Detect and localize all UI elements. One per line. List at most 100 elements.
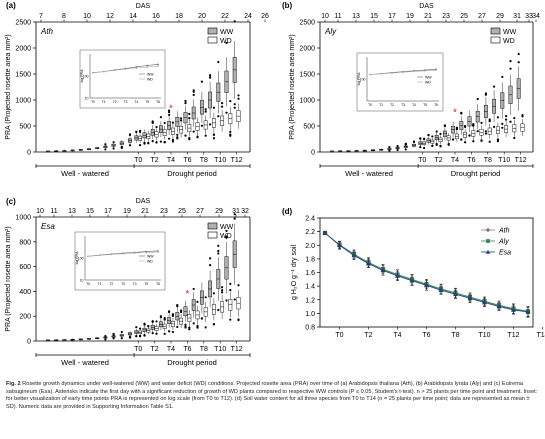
outlier-point [229, 289, 232, 292]
y-tick-label: 500 [303, 124, 315, 131]
inset-series-wd-point [135, 67, 138, 69]
inset-legend-wd: WD [147, 260, 153, 264]
top-tick-label: 15 [86, 208, 94, 215]
y-tick-label: 0 [311, 150, 315, 157]
inset-x-tick-label: T4 [412, 103, 416, 107]
outlier-point [233, 213, 236, 216]
outlier-point [509, 67, 512, 70]
bottom-tick-label: T10 [214, 157, 226, 164]
outlier-point [439, 132, 442, 135]
bottom-tick-label: T12 [515, 157, 527, 164]
inset-series-wd-point [424, 69, 426, 72]
y-tick-label: 0.8 [305, 325, 315, 332]
outlier-point [184, 102, 187, 105]
outlier-point [104, 148, 107, 151]
inset-frame [79, 49, 166, 109]
outlier-point [151, 140, 154, 143]
outlier-point [484, 130, 487, 133]
outlier-point [180, 119, 183, 122]
outlier-point [188, 328, 191, 331]
outlier-point [501, 122, 504, 125]
outlier-point [168, 137, 171, 140]
outlier-point [155, 125, 158, 129]
outlier-point [204, 110, 207, 113]
y-axis-title: PRA (Projected rosette area mm²) [5, 226, 12, 331]
top-tick-label: 11 [50, 208, 57, 215]
x-tick-label: T6 [422, 332, 430, 339]
data-point-esa [424, 282, 429, 288]
panel-label: (a) [6, 1, 16, 10]
outlier-point [221, 105, 224, 108]
outlier-point [217, 308, 220, 312]
outlier-point [171, 330, 174, 334]
y-tick-label: 2.2 [305, 229, 315, 236]
outlier-point [233, 298, 236, 301]
inset-series-wd-point [435, 69, 437, 71]
inset-x-tick-label: T6 [434, 103, 438, 107]
panel-label: (d) [282, 207, 293, 216]
outlier-point [104, 338, 107, 341]
outlier-point [159, 315, 162, 318]
inset-y-tick-label: 10 [85, 97, 89, 101]
outlier-point [501, 75, 504, 79]
outlier-point [427, 133, 430, 137]
outlier-point [396, 148, 399, 152]
significance-asterisk: * [453, 108, 457, 119]
inset-frame [74, 231, 166, 291]
outlier-point [443, 124, 446, 127]
outlier-point [112, 141, 115, 144]
top-tick-label: 23 [160, 208, 168, 215]
y-tick-label: 1000 [15, 98, 31, 105]
y-tick-label: 1.6 [305, 270, 315, 277]
inset-series-wd-point [157, 65, 159, 67]
inset-x-tick-label: T0 [368, 103, 372, 107]
data-point-esa [380, 267, 386, 273]
outlier-point [176, 133, 179, 136]
bottom-tick-label: T8 [484, 157, 492, 164]
top-tick-label: 29 [215, 208, 223, 215]
outlier-point [168, 113, 171, 116]
inset-series-wd-point [402, 71, 404, 73]
y-tick-label: 500 [19, 124, 31, 131]
y-tick-label: 0 [27, 339, 31, 346]
bottom-tick-label: T0 [418, 157, 426, 164]
outlier-point [468, 134, 471, 137]
inset-x-tick-label: T4 [134, 100, 138, 104]
top-tick-label: 10 [321, 13, 329, 20]
significance-asterisk: * [185, 289, 189, 300]
y-tick-label: 1500 [15, 72, 31, 79]
y-tick-label: 1.8 [305, 256, 315, 263]
top-tick-label: 31 [513, 13, 521, 20]
outlier-point [452, 138, 455, 141]
inset-series-wd-point [103, 70, 105, 73]
outlier-point [229, 134, 232, 137]
outlier-point [493, 85, 496, 88]
outlier-point [204, 296, 207, 299]
inset-series-wd-point [133, 252, 136, 254]
outlier-point [217, 244, 220, 247]
outlier-point [225, 41, 228, 45]
y-tick-label: 2.4 [305, 216, 315, 223]
outlier-point [229, 130, 232, 134]
data-point-esa [337, 242, 342, 248]
outlier-point [196, 326, 199, 329]
top-tick-label: 10 [83, 13, 91, 20]
outlier-point [176, 303, 179, 307]
species-label: Aly [324, 27, 337, 36]
outlier-point [204, 326, 207, 329]
data-point-esa [438, 287, 444, 293]
top-tick-label: 13 [68, 208, 76, 215]
legend-label-wd: WD [503, 38, 515, 45]
bottom-tick-label: T12 [231, 346, 243, 353]
outlier-point [204, 108, 207, 111]
outlier-point [221, 101, 224, 105]
inset-y-axis-title: log PRA [357, 72, 361, 86]
outlier-point [233, 106, 236, 109]
outlier-point [435, 130, 438, 133]
outlier-point [168, 110, 171, 114]
outlier-point [159, 140, 162, 143]
outlier-point [168, 330, 171, 333]
inset-x-tick-label: T5 [423, 103, 427, 107]
